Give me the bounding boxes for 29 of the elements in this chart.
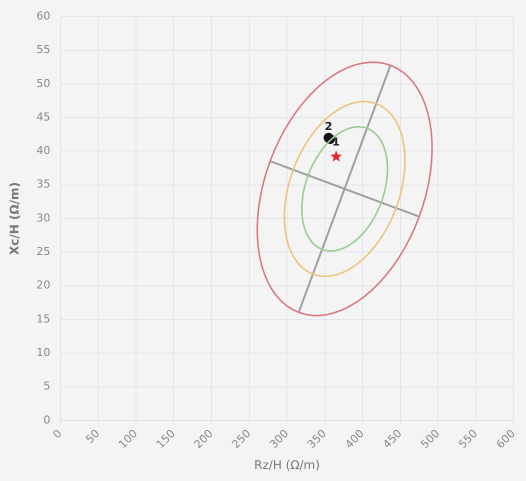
x-tick-label: 250 [229,427,254,452]
x-tick-label: 300 [267,427,292,452]
x-tick-label: 500 [418,427,442,452]
y-tick-label: 30 [36,211,50,224]
y-tick-label: 45 [36,110,50,124]
y-tick-label: 0 [43,413,50,426]
x-tick-label: 150 [154,427,178,452]
x-tick-label: 600 [494,427,518,452]
x-tick-label: 200 [192,427,216,452]
x-tick-label: 450 [380,427,404,452]
y-tick-label: 60 [36,9,50,22]
y-tick-label: 15 [36,312,50,326]
y-tick-label: 20 [36,278,50,292]
y-tick-label: 50 [36,76,50,90]
y-tick-label: 5 [43,380,50,393]
y-tick-label: 35 [36,178,50,191]
y-axis-title: Xc/H (Ω/m) [7,182,22,256]
y-tick-label: 40 [36,144,50,158]
x-tick-label: 50 [83,427,102,446]
x-axis-title: Rz/H (Ω/m) [254,458,320,472]
y-tick-label: 25 [36,245,50,258]
x-tick-label: 400 [342,427,367,452]
x-tick-label: 100 [116,427,140,452]
y-tick-label: 10 [36,346,50,359]
annotation: 1 [332,135,340,148]
x-tick-label: 350 [304,427,329,452]
y-tick-label: 55 [36,43,50,56]
x-tick-label: 550 [456,427,480,452]
annotation: 2 [324,120,332,134]
